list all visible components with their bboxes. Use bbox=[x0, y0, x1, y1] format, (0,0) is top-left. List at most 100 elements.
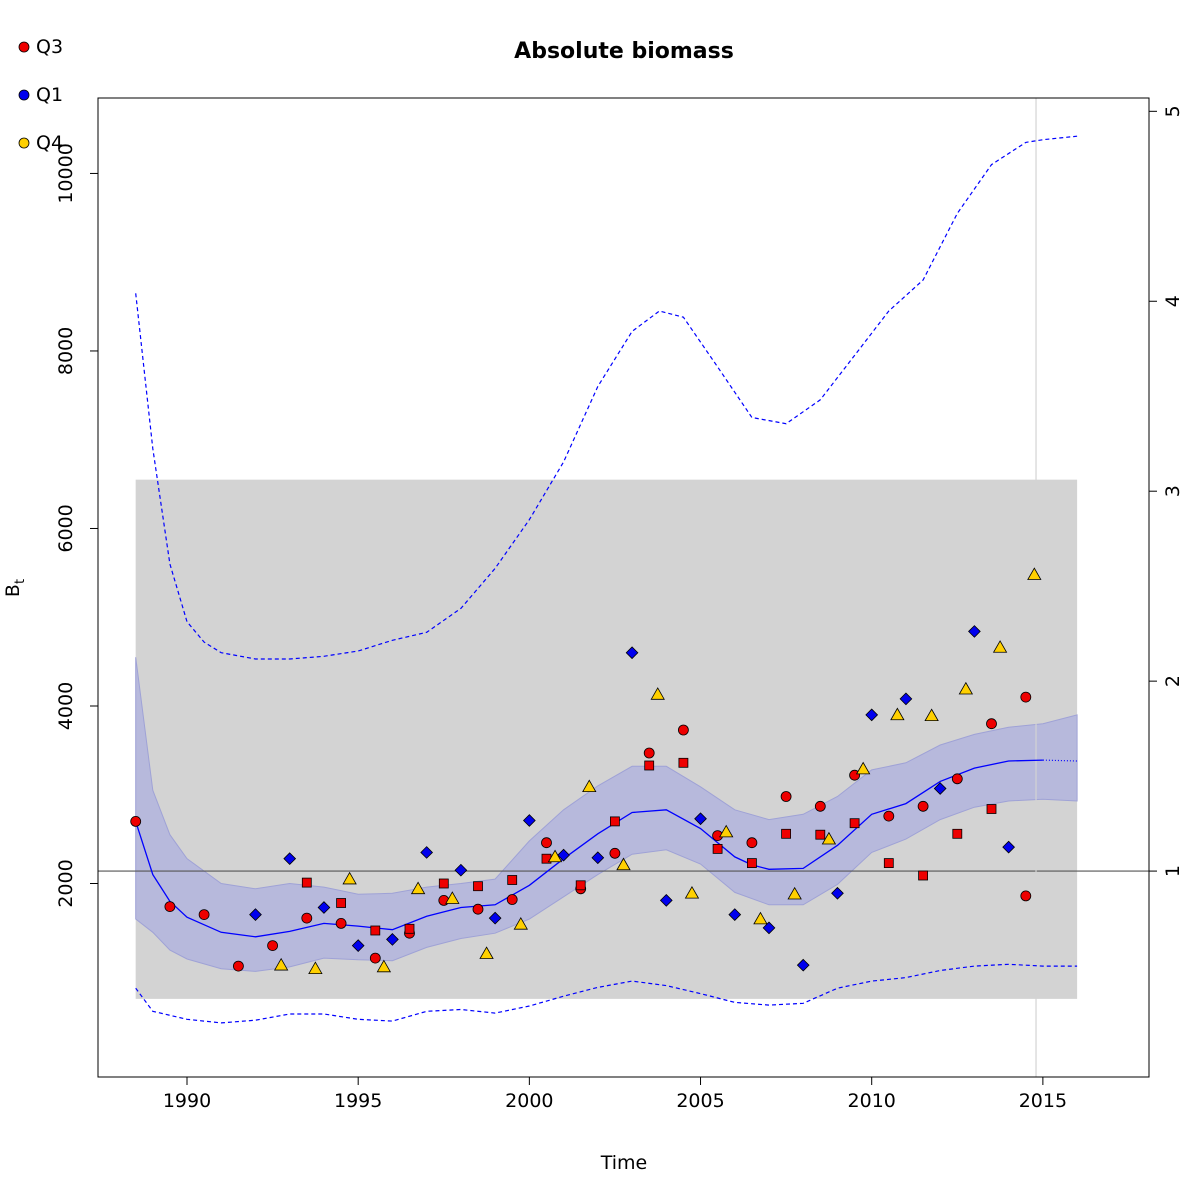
legend-marker-q1 bbox=[18, 89, 30, 101]
y-axis-label-main: B bbox=[2, 584, 24, 597]
point-q3-18 bbox=[746, 837, 758, 849]
legend-item-q3: Q3 bbox=[18, 36, 63, 58]
point-q3-square-2 bbox=[370, 925, 381, 936]
point-q3-square-3 bbox=[404, 923, 415, 934]
point-q1-0 bbox=[249, 908, 262, 921]
point-q4-7 bbox=[513, 917, 528, 930]
point-q4-3 bbox=[376, 959, 392, 973]
point-q4-17 bbox=[855, 761, 871, 775]
point-q1-21 bbox=[968, 625, 981, 638]
point-q3-27 bbox=[1020, 890, 1032, 902]
point-q1-13 bbox=[694, 812, 707, 826]
point-q1-4 bbox=[386, 933, 399, 946]
point-q3-square-11 bbox=[678, 757, 689, 768]
point-q4-8 bbox=[547, 849, 563, 863]
point-q1-14 bbox=[728, 908, 742, 921]
point-q4-11 bbox=[650, 687, 665, 700]
point-q1-19 bbox=[899, 692, 913, 706]
legend-label-q3: Q3 bbox=[36, 36, 63, 58]
point-q3-15 bbox=[643, 747, 655, 759]
point-q1-9 bbox=[557, 848, 570, 862]
point-q1-16 bbox=[796, 958, 810, 972]
estimate-line bbox=[135, 759, 1043, 938]
point-q3-12 bbox=[541, 837, 552, 849]
y2-tick-label-5: 5 bbox=[1162, 105, 1184, 117]
point-q3-square-8 bbox=[575, 880, 586, 891]
point-q3-square-12 bbox=[712, 844, 723, 854]
point-q3-11 bbox=[506, 894, 518, 905]
point-q3-20 bbox=[814, 800, 826, 812]
point-q3-14 bbox=[609, 847, 621, 859]
point-q4-0 bbox=[273, 957, 289, 971]
point-q1-15 bbox=[762, 921, 776, 935]
point-q4-2 bbox=[342, 871, 357, 885]
legend-marker-q4 bbox=[18, 137, 30, 149]
y-axis: 2000 4000 6000 8000 10000 bbox=[55, 143, 99, 908]
point-q3-square-17 bbox=[883, 858, 894, 868]
upper-dashed-line bbox=[135, 135, 1078, 660]
point-q3-4 bbox=[267, 940, 279, 951]
point-q1-18 bbox=[865, 708, 879, 722]
point-q4-10 bbox=[616, 857, 631, 871]
point-q3-square-1 bbox=[336, 898, 347, 908]
point-q3-square-18 bbox=[918, 870, 928, 881]
point-q1-8 bbox=[522, 814, 536, 827]
x-axis-label: Time bbox=[600, 1152, 648, 1174]
point-q3-square-14 bbox=[781, 828, 791, 839]
lower-dashed-line bbox=[135, 963, 1078, 1024]
plot-area bbox=[98, 98, 1149, 1077]
data-points bbox=[130, 567, 1042, 974]
point-q1-7 bbox=[488, 911, 502, 925]
y-tick-label-6000: 6000 bbox=[55, 504, 77, 552]
point-q3-25 bbox=[986, 718, 997, 730]
x-axis: 1990 1995 2000 2005 2010 2015 bbox=[163, 1076, 1067, 1112]
point-q4-20 bbox=[958, 681, 974, 695]
point-q3-1 bbox=[164, 901, 176, 912]
point-q3-square-13 bbox=[747, 858, 757, 868]
point-q3-24 bbox=[951, 773, 963, 785]
x-tick-label-2015: 2015 bbox=[1019, 1090, 1067, 1112]
y2-axis: 1 2 3 4 5 bbox=[1148, 105, 1184, 877]
legend-item-q1: Q1 bbox=[18, 84, 63, 106]
point-q3-square-6 bbox=[507, 875, 518, 885]
point-q4-4 bbox=[410, 881, 426, 895]
x-tick-label-1995: 1995 bbox=[334, 1090, 382, 1112]
point-q3-square-16 bbox=[849, 818, 860, 829]
legend: Q3 Q1 Q4 bbox=[18, 36, 63, 154]
point-q3-square-5 bbox=[473, 881, 483, 892]
point-q1-3 bbox=[351, 939, 365, 953]
point-q4-22 bbox=[1027, 567, 1042, 580]
point-q3-0 bbox=[130, 816, 142, 827]
legend-item-q4: Q4 bbox=[18, 132, 63, 154]
chart-title: Absolute biomass bbox=[514, 39, 734, 64]
y-tick-label-8000: 8000 bbox=[55, 327, 77, 375]
point-q3-3 bbox=[232, 960, 244, 972]
point-q3-5 bbox=[301, 912, 313, 924]
point-q1-11 bbox=[625, 646, 639, 660]
x-tick-label-2000: 2000 bbox=[505, 1090, 553, 1112]
point-q1-12 bbox=[659, 894, 673, 907]
y-axis-label-subscript: t bbox=[13, 579, 28, 584]
point-q4-19 bbox=[924, 708, 939, 722]
y-axis-label: Bt bbox=[2, 579, 28, 597]
point-q4-12 bbox=[684, 885, 700, 899]
y-tick-label-4000: 4000 bbox=[55, 682, 77, 730]
point-q4-5 bbox=[445, 891, 460, 904]
point-q1-2 bbox=[317, 901, 331, 914]
y2-tick-label-3: 3 bbox=[1162, 485, 1184, 497]
point-q4-21 bbox=[992, 640, 1008, 653]
y-tick-label-2000: 2000 bbox=[55, 859, 77, 907]
point-q3-16 bbox=[678, 724, 689, 736]
legend-marker-q3 bbox=[18, 41, 30, 53]
x-tick-label-2005: 2005 bbox=[676, 1090, 724, 1112]
point-q1-17 bbox=[831, 886, 844, 900]
x-tick-label-2010: 2010 bbox=[848, 1090, 896, 1112]
point-q1-1 bbox=[283, 852, 297, 866]
point-q4-1 bbox=[308, 961, 323, 974]
point-q3-square-19 bbox=[952, 828, 963, 839]
y-tick-label-10000: 10000 bbox=[55, 143, 77, 203]
point-q3-2 bbox=[198, 909, 210, 920]
point-q4-9 bbox=[582, 779, 597, 793]
x-tick-label-1990: 1990 bbox=[163, 1090, 211, 1112]
